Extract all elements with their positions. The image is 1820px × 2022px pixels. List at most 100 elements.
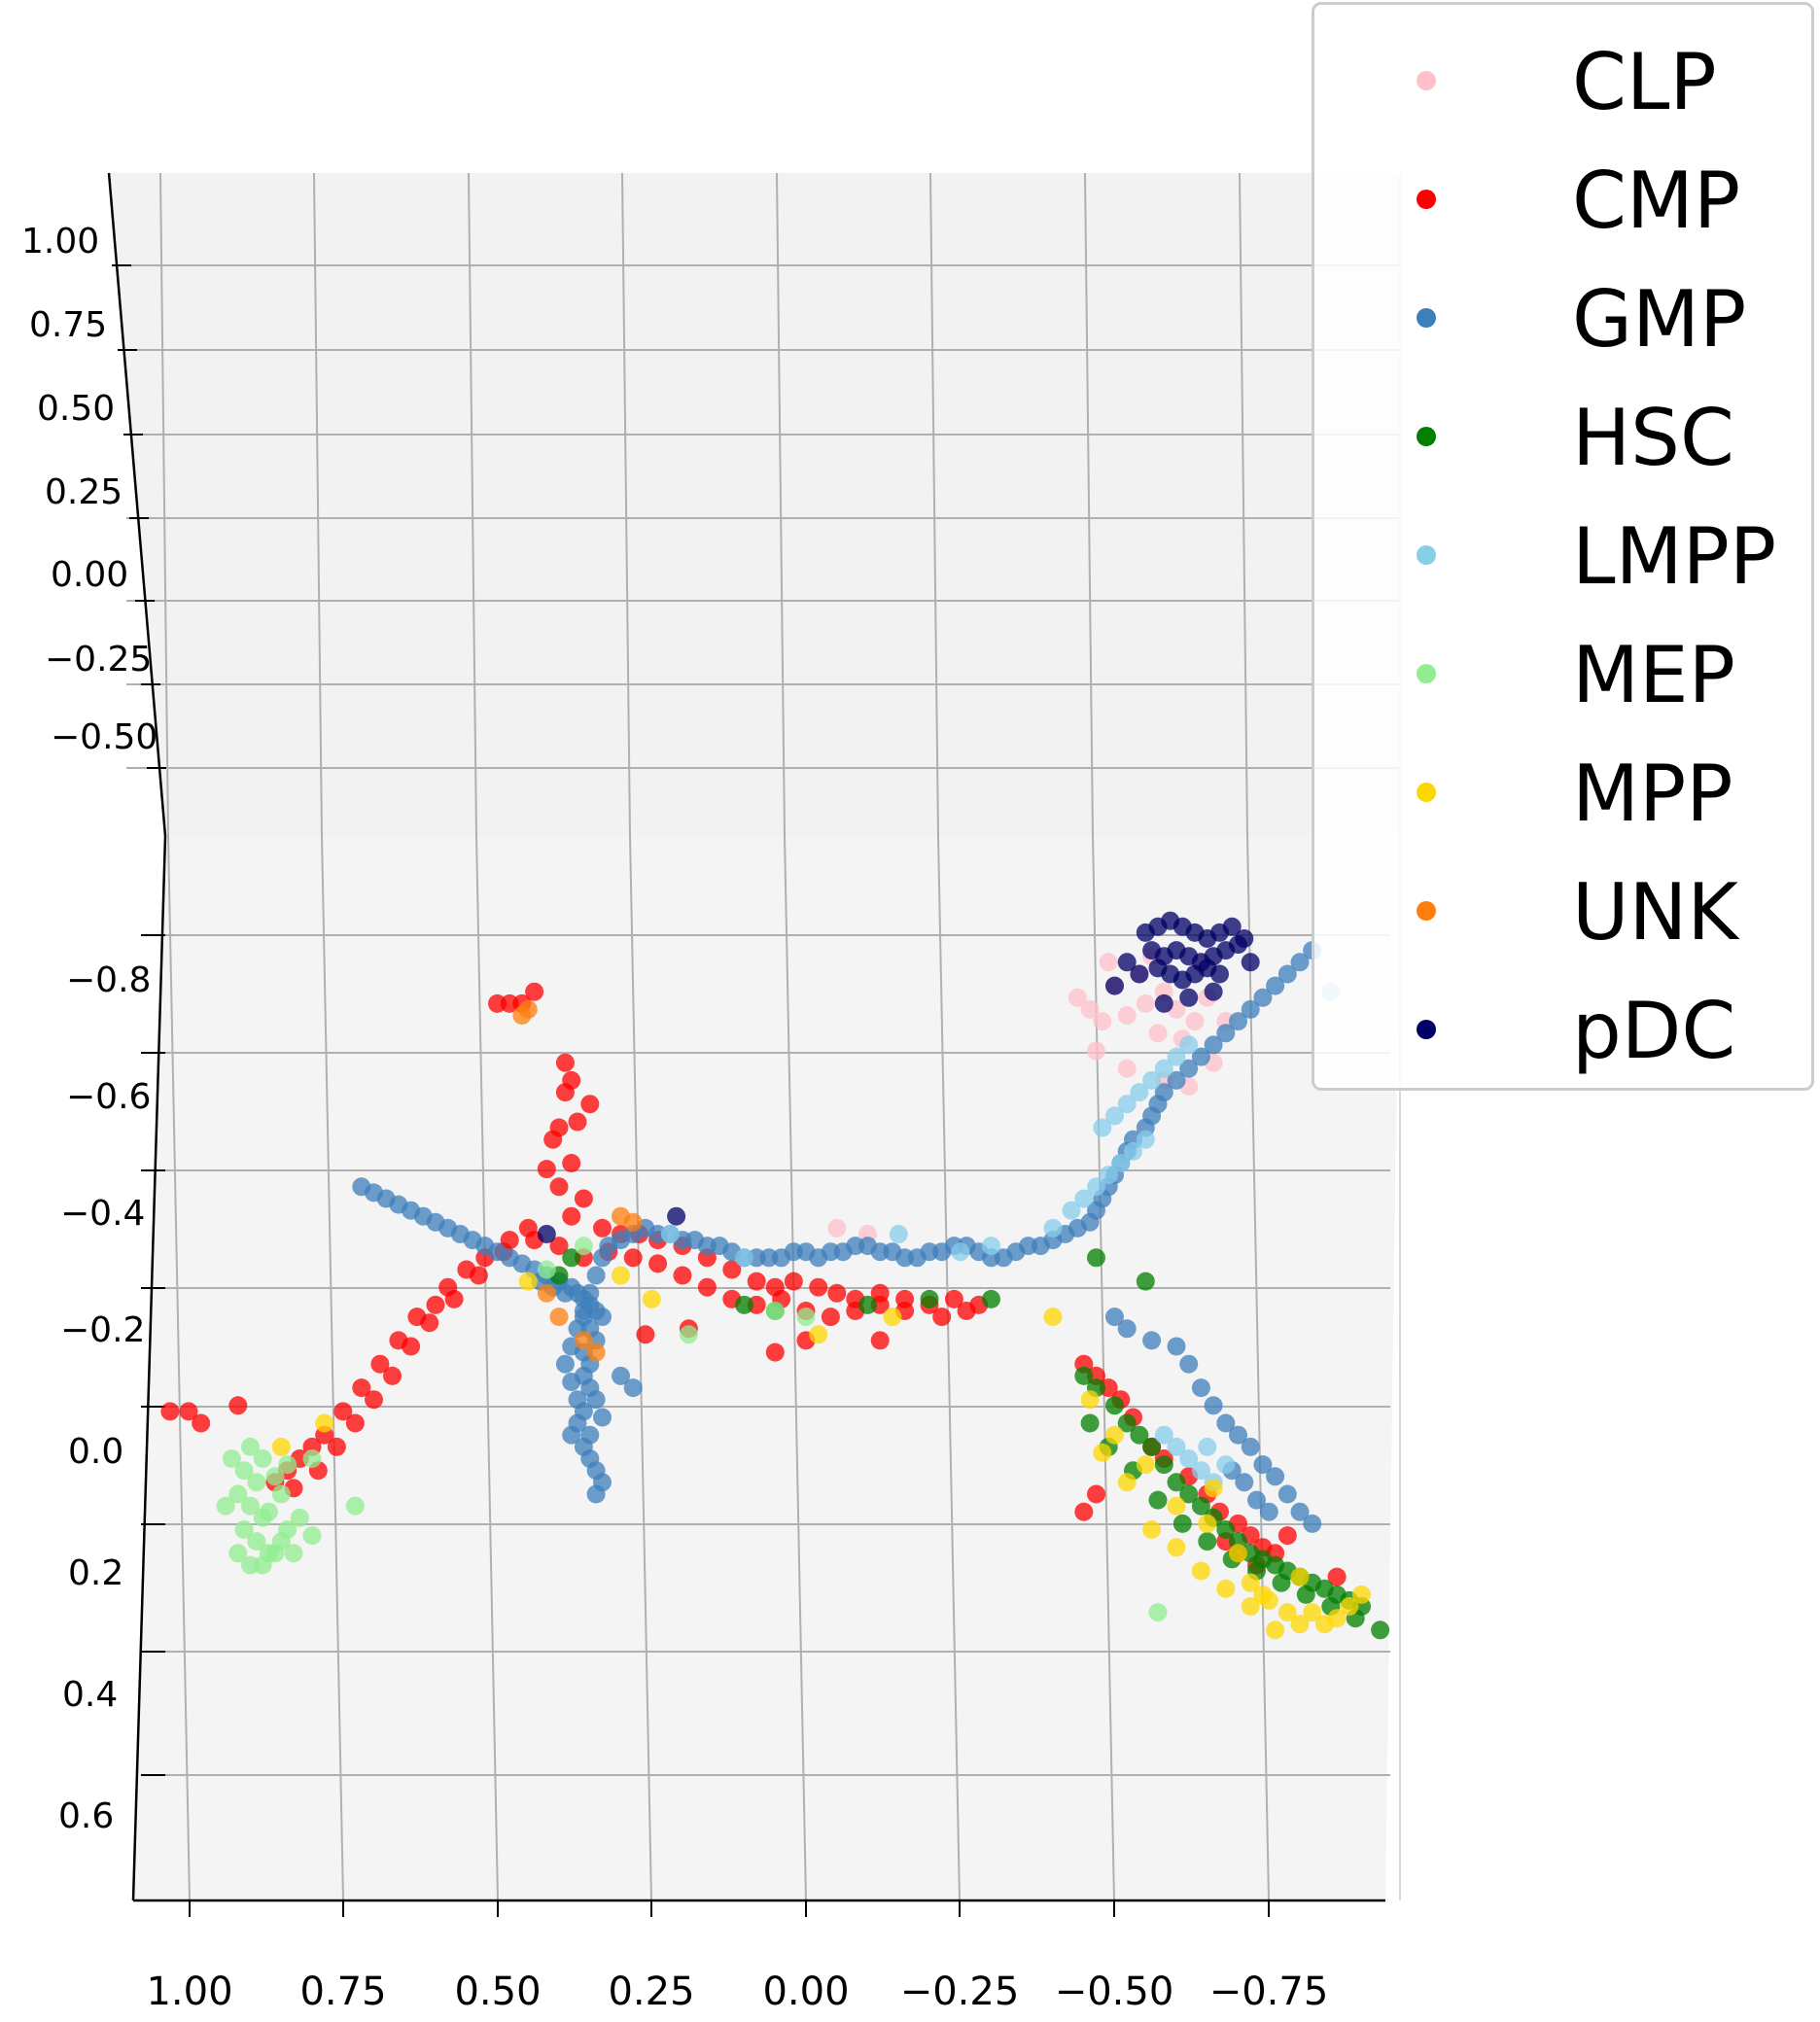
data-point-pdc: [1204, 982, 1223, 1001]
data-point-unk: [623, 1212, 643, 1232]
data-point-mpp: [1117, 1473, 1137, 1492]
data-point-gmp: [1216, 1024, 1236, 1043]
data-point-gmp: [1204, 1035, 1223, 1055]
data-point-hsc: [1272, 1573, 1291, 1592]
data-point-mpp: [1142, 1520, 1162, 1539]
data-point-pdc: [1179, 988, 1199, 1007]
y-axis-line: [131, 835, 167, 1901]
data-point-cmp: [957, 1302, 976, 1320]
data-point-cmp: [944, 1289, 963, 1308]
grid-line-x: [475, 835, 499, 1901]
data-point-mpp: [612, 1266, 630, 1285]
data-point-pdc: [1210, 964, 1229, 984]
tick-labels: 1.00 0.75 0.50 0.25 0.00 −0.25 −0.50 −0.75 1.00 0…: [21, 222, 1328, 2014]
legend-item-hsc: HSC: [1314, 390, 1811, 487]
data-point-hsc: [1148, 1490, 1168, 1510]
data-point-mpp: [1352, 1585, 1371, 1604]
legend-item-clp: CLP: [1314, 34, 1811, 131]
data-point-hsc: [1167, 1473, 1186, 1492]
data-point-cmp: [549, 1237, 569, 1256]
data-point-gmp: [593, 1408, 612, 1427]
grid-line-x: [776, 172, 786, 837]
legend-label: GMP: [1572, 274, 1747, 365]
data-point-cmp: [525, 982, 544, 1001]
data-point-cmp: [327, 1437, 346, 1456]
data-point-gmp: [1259, 1502, 1278, 1521]
data-point-hsc: [1179, 1484, 1199, 1504]
data-point-hsc: [920, 1289, 939, 1308]
data-point-gmp: [1290, 953, 1310, 972]
data-point-mep: [253, 1555, 272, 1575]
data-point-gmp: [1247, 1490, 1266, 1510]
data-point-hsc: [982, 1289, 1000, 1308]
data-point-cmp: [179, 1402, 198, 1421]
axis-lines: [107, 172, 1385, 1902]
x-tick-label: 0.75: [299, 1970, 386, 2014]
legend-marker: [1417, 190, 1436, 209]
x-tick-label: 0.50: [454, 1970, 541, 2014]
legend-label: HSC: [1572, 393, 1734, 483]
data-point-mep: [253, 1449, 272, 1468]
data-point-cmp: [365, 1390, 383, 1410]
z-tick-label: 0.25: [45, 472, 122, 512]
x-tick-label: −0.50: [1055, 1970, 1174, 2014]
data-point-lmpp: [1198, 1437, 1217, 1456]
x-tick-label: 0.00: [762, 1970, 849, 2014]
back-pane: [109, 173, 1400, 836]
y-tick-label: −0.2: [60, 1310, 145, 1350]
data-point-lmpp: [1087, 1177, 1105, 1197]
data-point-hsc: [562, 1248, 581, 1268]
data-point-lmpp: [1136, 1130, 1155, 1149]
data-point-lmpp: [889, 1225, 908, 1243]
data-point-pdc: [1117, 953, 1137, 972]
data-point-mep: [796, 1307, 816, 1327]
data-point-cmp: [580, 1095, 600, 1114]
data-point-cmp: [370, 1354, 390, 1374]
data-point-cmp: [568, 1112, 587, 1132]
data-point-cmp: [543, 1130, 563, 1149]
data-point-mep: [234, 1520, 254, 1539]
data-point-lmpp: [1154, 1425, 1173, 1445]
data-point-lmpp: [660, 1225, 680, 1243]
data-point-pdc: [1241, 953, 1260, 972]
data-point-mep: [222, 1449, 241, 1468]
grid-line-x: [167, 835, 191, 1901]
data-point-mep: [234, 1461, 254, 1481]
data-point-clp: [1185, 1012, 1205, 1031]
z-tick-label: −0.25: [45, 640, 152, 680]
legend-item-mpp: MPP: [1314, 746, 1811, 843]
data-point-mep: [241, 1437, 260, 1456]
data-point-mpp: [1290, 1615, 1310, 1634]
data-point-mpp: [271, 1437, 291, 1456]
data-point-mep: [290, 1508, 309, 1527]
legend-marker: [1417, 545, 1436, 565]
data-point-unk: [586, 1342, 606, 1362]
data-point-clp: [1136, 994, 1155, 1013]
data-point-cmp: [444, 1289, 464, 1308]
data-point-gmp: [1266, 1467, 1285, 1486]
data-point-cmp: [383, 1366, 402, 1385]
data-point-gmp: [586, 1266, 606, 1285]
data-point-lmpp: [1154, 1059, 1173, 1078]
data-point-hsc: [1191, 1496, 1210, 1516]
data-point-mpp: [1136, 1455, 1155, 1475]
data-point-clp: [827, 1218, 847, 1238]
data-point-mpp: [1340, 1597, 1359, 1616]
z-tick-label: 1.00: [21, 222, 99, 261]
legend-item-gmp: GMP: [1314, 271, 1811, 368]
data-point-mep: [302, 1526, 322, 1546]
data-point-mpp: [1167, 1496, 1186, 1516]
legend-label: LMPP: [1572, 511, 1777, 602]
data-point-pdc: [1154, 994, 1173, 1013]
data-point-mep: [537, 1260, 556, 1279]
data-point-mep: [241, 1496, 260, 1516]
data-point-lmpp: [1216, 1455, 1236, 1475]
data-point-mpp: [518, 1272, 538, 1291]
data-point-hsc: [1154, 1455, 1173, 1475]
legend-label: pDC: [1572, 986, 1736, 1076]
data-point-cmp: [537, 1160, 556, 1179]
data-point-gmp: [1303, 1514, 1322, 1533]
data-point-gmp: [1229, 1425, 1247, 1445]
data-point-gmp: [1235, 1473, 1254, 1492]
